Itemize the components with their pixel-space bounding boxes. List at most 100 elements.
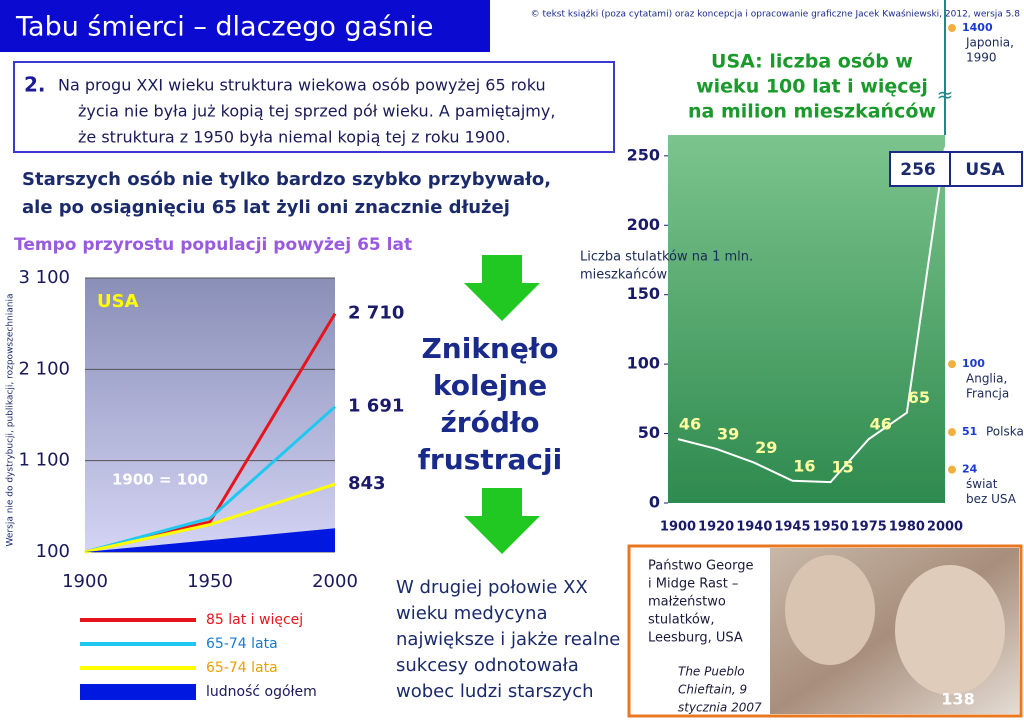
photo-caption: małżeństwo [648, 595, 726, 610]
x-tick-label: 1940 [736, 520, 772, 535]
page-title: Tabu śmierci – dlaczego gaśnie [15, 12, 433, 43]
comparison-label: bez USA [966, 492, 1017, 506]
comparison-label: świat [966, 477, 998, 491]
subtitle-line: ale po osiągnięciu 65 lat żyli oni znacz… [22, 197, 510, 218]
legend-swatch [80, 684, 196, 700]
box-line: życia nie była już kopią tej sprzed pół … [78, 102, 555, 121]
comparison-value: 51 [962, 425, 977, 438]
x-tick-label: 2000 [927, 520, 963, 535]
callout-value: 256 [900, 160, 936, 180]
y-tick-label: 100 [627, 354, 660, 373]
photo-source: stycznia 2007 [678, 701, 762, 715]
chart-title: wieku 100 lat i więcej [696, 76, 928, 98]
body-line: wobec ludzi starszych [396, 681, 594, 702]
legend-label: 65-74 lata [206, 660, 278, 676]
arrow [464, 488, 540, 554]
comparison-label: Anglia, [966, 372, 1007, 386]
title-bar [0, 0, 490, 52]
plot-area [85, 278, 335, 552]
photo-source: The Pueblo [678, 665, 745, 679]
arrow [464, 255, 540, 321]
photo-source: Chieftain, 9 [678, 683, 747, 697]
y-tick-label: 0 [649, 493, 660, 512]
line [84, 405, 336, 554]
body-line: sukcesy odnotowała [396, 655, 579, 676]
comparison-dot [948, 428, 956, 437]
x-tick-label: 1975 [851, 520, 887, 535]
data-label: 15 [831, 458, 853, 477]
x-tick-label: 1950 [187, 571, 233, 592]
area [85, 528, 335, 552]
line [84, 482, 336, 554]
photo-caption: Leesburg, USA [648, 631, 743, 646]
subtitle-line: Starszych osób nie tylko bardzo szybko p… [22, 169, 551, 190]
legend-label: ludność ogółem [206, 684, 317, 700]
axis-break-symbol: ≈ [937, 83, 954, 107]
comparison-value: 100 [962, 357, 985, 370]
y-tick-label: 50 [638, 423, 660, 442]
annotation: USA [97, 291, 139, 312]
headline-line: Zniknęło [421, 332, 558, 365]
data-label: 46 [679, 415, 701, 434]
box-line: Na progu XXI wieku struktura wiekowa osó… [58, 76, 546, 95]
chart-title: Tempo przyrostu populacji powyżej 65 lat [14, 235, 412, 255]
photo-caption: stulatków, [648, 613, 715, 628]
body-line: W drugiej połowie XX [396, 577, 588, 598]
callout-box [889, 151, 1023, 187]
data-label: 29 [755, 438, 777, 457]
comparison-dot [948, 360, 956, 369]
value-label: 843 [348, 473, 386, 494]
comparison-value: 1400 [962, 21, 993, 34]
side-note: Wersja nie do dystrybucji, publikacji, r… [6, 294, 16, 547]
y-tick-label: 2 100 [18, 358, 70, 379]
x-tick-label: 1900 [660, 520, 696, 535]
plot-area [668, 135, 945, 503]
x-tick-label: 1945 [774, 520, 810, 535]
legend-label: 65-74 lata [206, 636, 278, 652]
axis-label: Liczba stulatków na 1 mln. [580, 250, 753, 265]
chart-title: na milion mieszkańców [688, 101, 936, 123]
axis-label: mieszkańców [580, 268, 667, 283]
chart-title: USA: liczba osób w [711, 51, 913, 73]
x-tick-label: 1920 [698, 520, 734, 535]
value-label: 1 691 [348, 396, 404, 417]
y-tick-label: 250 [627, 145, 660, 164]
headline-line: kolejne [433, 369, 547, 402]
copyright: © tekst książki (poza cytatami) oraz kon… [531, 9, 1021, 20]
headline-line: źródło [440, 406, 539, 439]
value-label: 2 710 [348, 303, 404, 324]
y-tick-label: 100 [36, 541, 70, 562]
data-label: 39 [717, 424, 739, 443]
x-tick-label: 1980 [889, 520, 925, 535]
headline-line: frustracji [418, 443, 562, 476]
photo-caption: i Midge Rast – [648, 577, 738, 592]
data-label: 65 [908, 388, 930, 407]
y-tick-label: 200 [627, 215, 660, 234]
data-label: 16 [793, 456, 815, 475]
photo-face [785, 555, 875, 665]
y-tick-label: 3 100 [18, 267, 70, 288]
y-tick-label: 150 [627, 284, 660, 303]
comparison-label: Japonia, [965, 36, 1014, 50]
box-number: 2. [24, 73, 46, 97]
comparison-label: Francja [966, 387, 1009, 401]
data-label: 46 [870, 415, 892, 434]
legend-label: 85 lat i więcej [206, 612, 303, 628]
annotation: 1900 = 100 [112, 471, 208, 489]
photo-caption: Państwo George [648, 559, 753, 574]
x-tick-label: 1900 [62, 571, 108, 592]
body-line: największe i jakże realne [396, 629, 620, 650]
comparison-value: 24 [962, 463, 978, 476]
info-box [13, 61, 615, 153]
callout-name: USA [965, 160, 1005, 180]
line [677, 147, 946, 484]
comparison-label: 1990 [966, 51, 997, 65]
box-line: że struktura z 1950 była niemal kopią te… [78, 128, 510, 147]
x-tick-label: 1950 [812, 520, 848, 535]
body-line: wieku medycyna [396, 603, 547, 624]
photo-face [895, 565, 1005, 695]
comparison-dot [948, 24, 956, 32]
y-tick-label: 1 100 [18, 450, 70, 471]
